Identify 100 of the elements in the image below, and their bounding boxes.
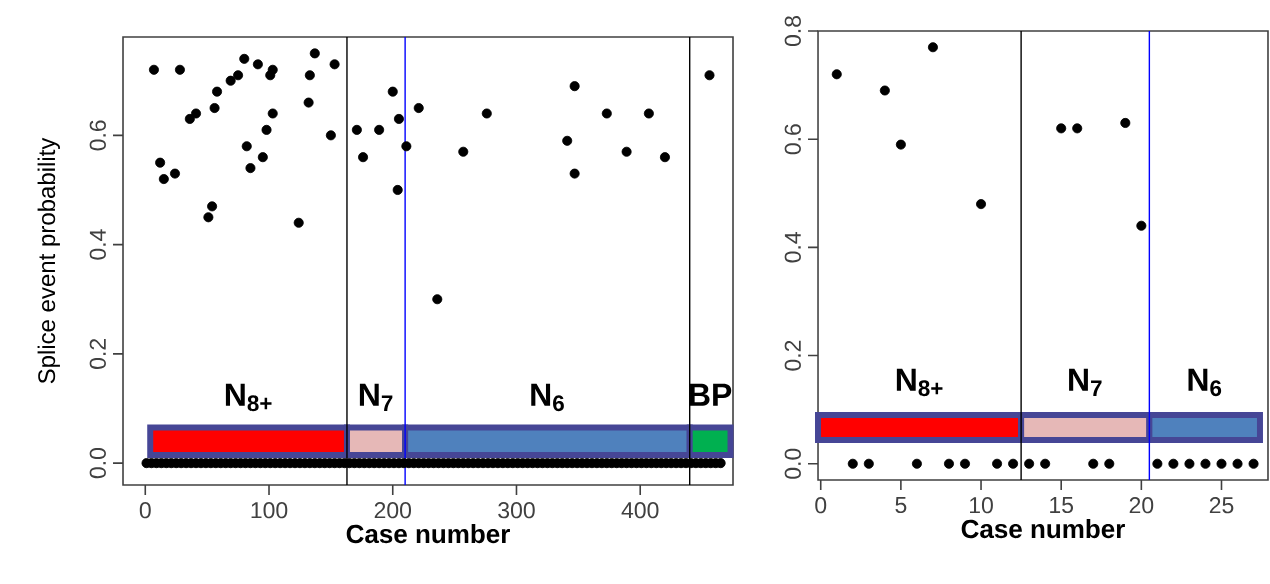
point	[895, 139, 906, 150]
point	[569, 81, 580, 92]
point	[358, 152, 369, 163]
point	[1136, 220, 1147, 231]
y-tick-label: 0.4	[89, 229, 106, 260]
y-tick-label: 0.0	[89, 448, 106, 479]
y-tick-label: 0.6	[784, 124, 801, 155]
x-axis-title: Case number	[961, 519, 1125, 539]
point	[267, 108, 278, 119]
y-tick-label: 0.2	[784, 340, 801, 371]
point	[927, 42, 938, 53]
point	[293, 217, 304, 228]
x-tick-label: 20	[1129, 497, 1154, 514]
point	[303, 97, 314, 108]
point	[643, 108, 654, 119]
y-tick-label: 0.6	[89, 120, 106, 151]
point	[863, 458, 874, 469]
x-tick-label: 100	[251, 502, 288, 519]
point	[943, 458, 954, 469]
point	[239, 53, 250, 64]
point	[1040, 458, 1051, 469]
point	[960, 458, 970, 469]
point	[374, 124, 385, 135]
point	[659, 152, 670, 163]
point	[158, 174, 169, 185]
point	[325, 130, 336, 141]
point	[1152, 458, 1163, 469]
point	[225, 75, 236, 86]
point	[233, 70, 244, 81]
point	[569, 168, 580, 179]
point	[1120, 117, 1131, 128]
point	[241, 141, 252, 152]
point	[309, 48, 320, 59]
x-tick-label: 10	[970, 497, 993, 514]
y-axis-title: Splice event probability	[37, 137, 60, 384]
band-label: N$_{6}$	[1188, 368, 1222, 397]
point	[976, 199, 987, 210]
band-label: BP	[690, 383, 732, 406]
point	[212, 86, 223, 97]
point	[252, 59, 263, 70]
point	[209, 103, 220, 114]
x-tick-label: 5	[895, 497, 907, 514]
point	[1088, 458, 1099, 469]
point	[155, 157, 166, 168]
point	[169, 168, 180, 179]
x-tick-label: 200	[374, 502, 412, 519]
point	[392, 184, 403, 195]
y-tick-label: 0.8	[784, 16, 801, 47]
point	[562, 135, 573, 146]
point	[393, 113, 404, 124]
x-tick-label: 400	[621, 502, 659, 519]
band-label: N$_{7}$	[1069, 368, 1102, 396]
point	[329, 59, 340, 70]
point	[1168, 458, 1179, 469]
point	[831, 69, 842, 80]
point	[413, 103, 424, 114]
point	[1104, 458, 1115, 469]
point	[351, 124, 362, 135]
band-label: N$_{8+}$	[225, 383, 272, 412]
point	[174, 64, 185, 75]
band-label: N$_{8+}$	[896, 368, 943, 397]
x-tick-label: 0	[815, 497, 827, 514]
point	[1072, 123, 1083, 134]
point	[704, 70, 715, 81]
point	[1184, 458, 1195, 469]
band-label: N$_{7}$	[359, 383, 393, 411]
point	[148, 64, 159, 75]
point	[847, 458, 858, 469]
point	[267, 64, 278, 75]
x-tick-label: 15	[1050, 497, 1074, 514]
point	[304, 70, 315, 81]
point	[879, 85, 890, 96]
x-tick-label: 300	[498, 502, 535, 519]
y-tick-label: 0.2	[89, 339, 106, 369]
point	[601, 108, 612, 119]
x-tick-label: 0	[139, 502, 151, 519]
point	[203, 212, 214, 223]
point	[207, 201, 218, 212]
point	[1232, 458, 1243, 469]
band-label: N$_{6}$	[531, 383, 564, 412]
point	[992, 458, 1003, 469]
point	[1024, 458, 1035, 469]
point	[621, 146, 632, 157]
x-axis-title: Case number	[346, 524, 510, 544]
point	[1216, 458, 1227, 469]
x-tick-label: 25	[1209, 497, 1234, 514]
point	[1200, 458, 1211, 469]
point	[387, 86, 398, 97]
point	[1056, 123, 1067, 134]
point	[245, 163, 256, 174]
point	[191, 108, 202, 119]
point	[458, 146, 469, 157]
point	[481, 108, 492, 119]
point	[432, 294, 443, 305]
y-tick-label: 0.0	[784, 448, 801, 479]
y-tick-label: 0.4	[784, 232, 801, 263]
point	[401, 141, 412, 152]
point	[261, 124, 272, 135]
point	[911, 458, 922, 469]
point	[257, 152, 268, 163]
